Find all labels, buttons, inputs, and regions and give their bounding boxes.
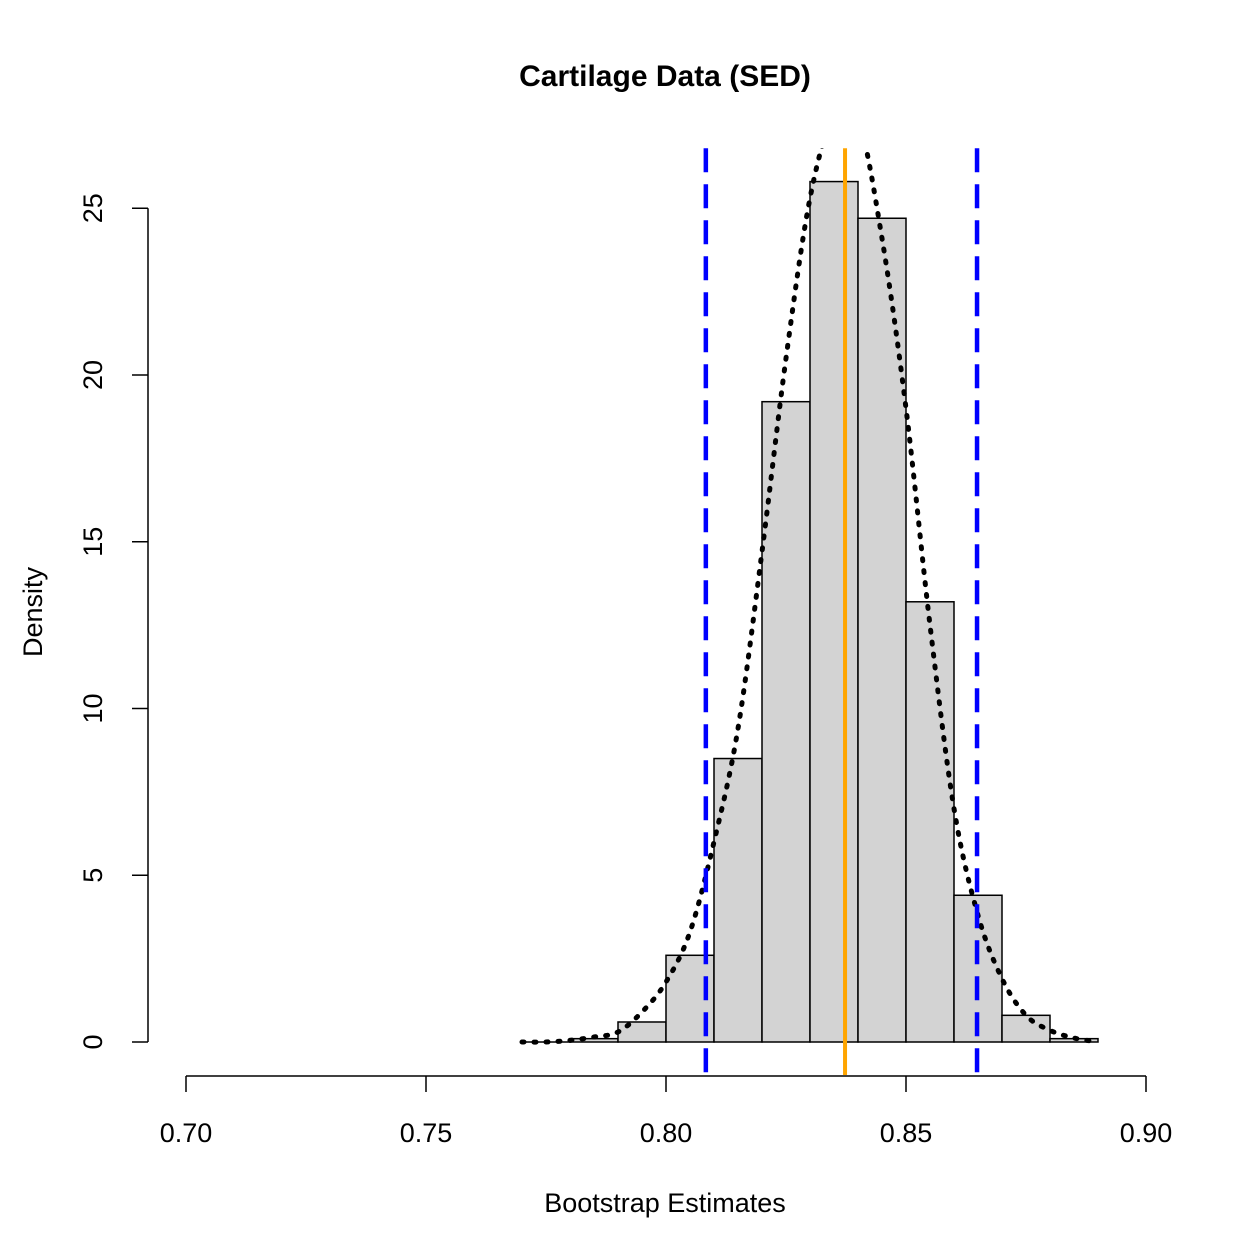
y-tick-label: 5 <box>78 868 108 883</box>
x-tick-label: 0.70 <box>160 1118 213 1148</box>
x-axis-label: Bootstrap Estimates <box>544 1188 786 1218</box>
y-tick-label: 0 <box>78 1034 108 1049</box>
histogram-bar-6 <box>761 400 811 1043</box>
histogram-bars <box>521 180 1099 1043</box>
y-tick-label: 25 <box>78 193 108 223</box>
y-tick-label: 20 <box>78 360 108 390</box>
y-tick-label: 15 <box>78 527 108 557</box>
reference-lines <box>703 148 980 1075</box>
x-tick-label: 0.80 <box>640 1118 693 1148</box>
y-axis-label: Density <box>18 566 48 657</box>
x-tick-label: 0.85 <box>880 1118 933 1148</box>
x-axis: 0.70 0.75 0.80 0.85 0.90 <box>160 1075 1173 1148</box>
histogram-bar-9 <box>905 601 955 1043</box>
chart-title: Cartilage Data (SED) <box>519 60 811 93</box>
density-curve <box>519 148 1101 1045</box>
y-tick-label: 10 <box>78 693 108 723</box>
density-curve-group <box>519 148 1101 1045</box>
x-tick-label: 0.75 <box>400 1118 453 1148</box>
x-tick-label: 0.90 <box>1120 1118 1173 1148</box>
histogram-bar-7 <box>809 180 859 1043</box>
histogram-bar-5 <box>713 757 763 1043</box>
y-axis: 0 5 10 15 20 25 <box>78 193 149 1050</box>
